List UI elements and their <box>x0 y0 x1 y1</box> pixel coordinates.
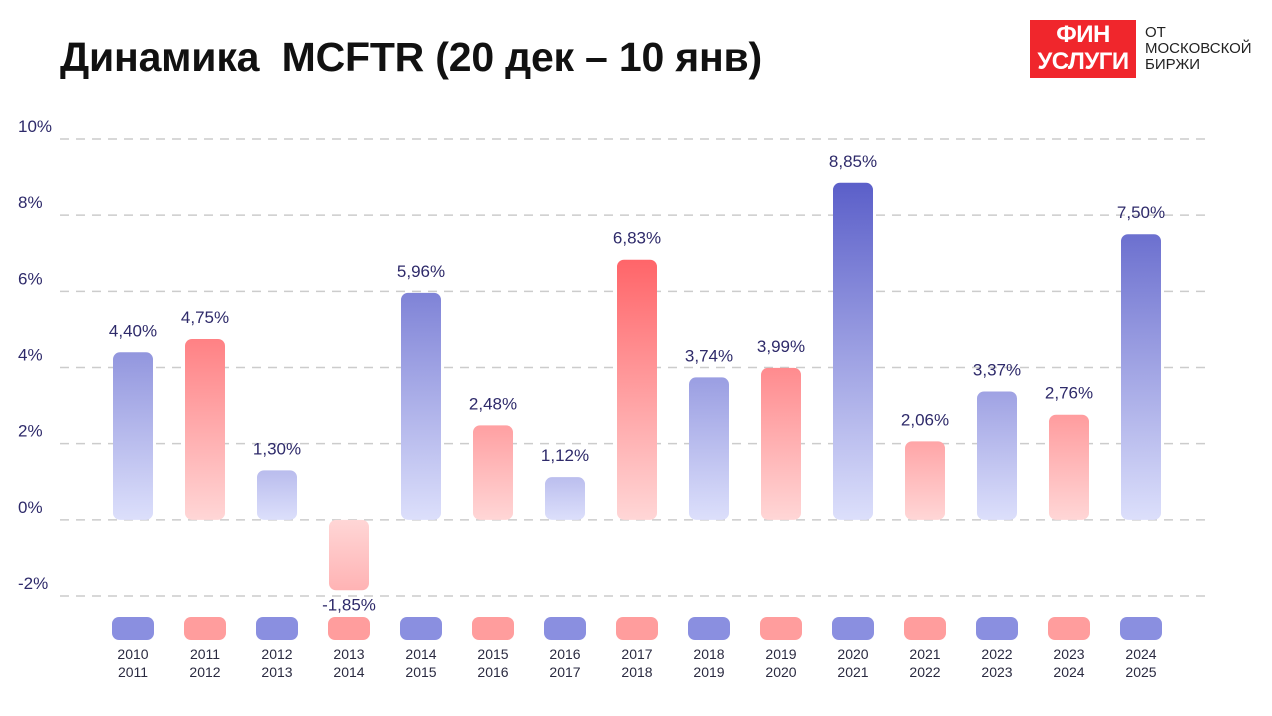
bar <box>257 470 297 520</box>
y-tick-label: 8% <box>18 193 43 212</box>
x-tick-label: 2025 <box>1125 664 1156 680</box>
x-tick-label: 2024 <box>1125 646 1156 662</box>
category-pill <box>976 617 1018 640</box>
data-label: 3,74% <box>685 346 733 365</box>
bar <box>473 425 513 520</box>
chart-title: Динамика MCFTR (20 дек – 10 янв) <box>60 34 762 80</box>
x-tick-label: 2019 <box>693 664 724 680</box>
category-pill <box>832 617 874 640</box>
category-pill <box>256 617 298 640</box>
data-label: 2,06% <box>901 410 949 429</box>
x-tick-label: 2014 <box>333 664 364 680</box>
data-label: 3,99% <box>757 337 805 356</box>
bar <box>977 391 1017 520</box>
logo-side-line3: БИРЖИ <box>1145 56 1201 73</box>
x-tick-label: 2017 <box>621 646 652 662</box>
x-tick-label: 2019 <box>765 646 796 662</box>
bar <box>833 182 873 520</box>
category-pill <box>400 617 442 640</box>
bar <box>185 338 225 520</box>
x-tick-label: 2013 <box>333 646 364 662</box>
data-label: 2,48% <box>469 394 517 413</box>
bar <box>113 352 153 520</box>
y-tick-label: 6% <box>18 269 43 288</box>
x-tick-label: 2011 <box>190 646 220 662</box>
category-pill <box>688 617 730 640</box>
data-label: 2,76% <box>1045 384 1093 403</box>
logo-side-line2: МОСКОВСКОЙ <box>1145 40 1252 57</box>
x-tick-label: 2015 <box>405 664 436 680</box>
category-pill <box>1048 617 1090 640</box>
y-tick-label: 2% <box>18 422 43 441</box>
x-tick-label: 2024 <box>1053 664 1084 680</box>
data-label: 1,12% <box>541 446 589 465</box>
category-pill <box>472 617 514 640</box>
x-tick-label: 2014 <box>405 646 436 662</box>
bar <box>761 367 801 520</box>
finuslugi-logo: ФИН УСЛУГИ ОТ МОСКОВСКОЙ БИРЖИ <box>1030 20 1260 80</box>
bar <box>689 377 729 520</box>
bar <box>1121 234 1161 520</box>
category-pill <box>760 617 802 640</box>
data-label: 5,96% <box>397 262 445 281</box>
bar <box>905 441 945 520</box>
bar <box>545 477 585 520</box>
x-tick-label: 2011 <box>118 664 148 680</box>
logo-side-line1: ОТ <box>1145 24 1166 41</box>
x-tick-label: 2010 <box>117 646 148 662</box>
data-label: 4,75% <box>181 308 229 327</box>
x-tick-label: 2020 <box>837 646 868 662</box>
data-label: 4,40% <box>109 321 157 340</box>
category-pill <box>112 617 154 640</box>
x-tick-label: 2023 <box>1053 646 1084 662</box>
bar <box>1049 414 1089 520</box>
category-pill <box>616 617 658 640</box>
x-tick-label: 2023 <box>981 664 1012 680</box>
bar <box>401 292 441 520</box>
category-pill <box>544 617 586 640</box>
x-tick-label: 2012 <box>261 646 292 662</box>
x-tick-label: 2013 <box>261 664 292 680</box>
x-tick-label: 2021 <box>837 664 868 680</box>
data-label: 6,83% <box>613 229 661 248</box>
x-tick-label: 2020 <box>765 664 796 680</box>
x-tick-label: 2017 <box>549 664 580 680</box>
y-tick-label: 10% <box>18 117 52 136</box>
category-pill <box>1120 617 1162 640</box>
logo-main-line1: ФИН <box>1056 21 1110 48</box>
data-label: -1,85% <box>322 595 376 614</box>
logo-main-line2: УСЛУГИ <box>1037 48 1129 75</box>
x-tick-label: 2016 <box>549 646 580 662</box>
x-tick-label: 2015 <box>477 646 508 662</box>
data-label: 3,37% <box>973 360 1021 379</box>
x-tick-label: 2022 <box>909 664 940 680</box>
data-label: 7,50% <box>1117 203 1165 222</box>
x-tick-label: 2022 <box>981 646 1012 662</box>
x-tick-label: 2021 <box>909 646 940 662</box>
data-label: 8,85% <box>829 152 877 171</box>
y-tick-label: 0% <box>18 498 43 517</box>
category-pill <box>328 617 370 640</box>
y-tick-label: -2% <box>18 574 48 593</box>
y-tick-label: 4% <box>18 346 43 365</box>
x-tick-label: 2012 <box>189 664 220 680</box>
bar <box>617 259 657 520</box>
x-tick-label: 2018 <box>693 646 724 662</box>
data-label: 1,30% <box>253 439 301 458</box>
logo-subtitle: ОТ МОСКОВСКОЙ БИРЖИ <box>1145 25 1252 73</box>
x-tick-label: 2016 <box>477 664 508 680</box>
x-tick-label: 2018 <box>621 664 652 680</box>
category-pill <box>184 617 226 640</box>
bar <box>329 519 369 591</box>
logo-red-block: ФИН УСЛУГИ <box>1030 20 1136 78</box>
category-pill <box>904 617 946 640</box>
